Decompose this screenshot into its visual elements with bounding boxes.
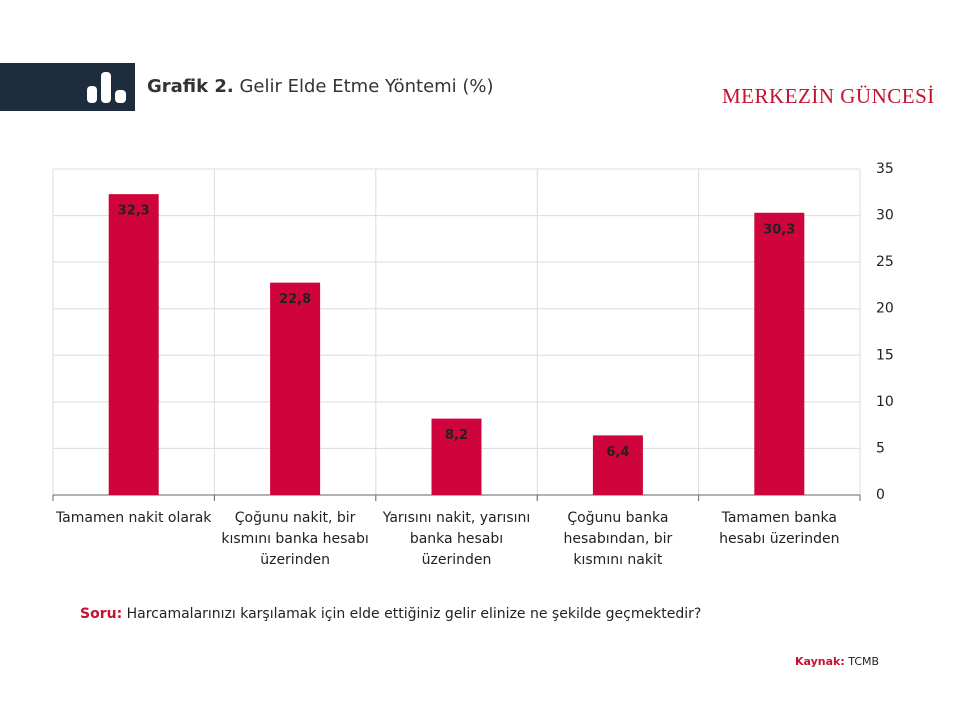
y-tick-label: 20 <box>876 301 894 317</box>
x-tick-label: Çoğunu banka hesabından, bir kısmını nak… <box>563 510 673 568</box>
bar <box>431 418 482 495</box>
header-icon <box>87 72 126 103</box>
x-tick-label: Yarısını nakit, yarısını banka hesabı üz… <box>382 510 531 568</box>
source-text: TCMB <box>848 655 880 668</box>
data-label: 6,4 <box>606 445 629 460</box>
y-tick-label: 25 <box>876 254 894 270</box>
data-label: 32,3 <box>118 204 150 219</box>
title-label: Grafik 2. <box>147 76 234 97</box>
y-tick-label: 15 <box>876 347 894 363</box>
data-label: 22,8 <box>279 292 311 307</box>
y-tick-label: 30 <box>876 208 894 224</box>
question: Soru: Harcamalarınızı karşılamak için el… <box>80 606 701 622</box>
x-tick-label: Tamamen nakit olarak <box>55 510 212 526</box>
data-label: 8,2 <box>445 428 468 443</box>
y-tick-label: 0 <box>876 487 885 503</box>
source: Kaynak: TCMB <box>795 655 879 668</box>
brand: MERKEZİN GÜNCESİ <box>722 84 935 108</box>
question-label: Soru: <box>80 606 123 622</box>
source-label: Kaynak: <box>795 655 845 668</box>
bar <box>754 212 805 495</box>
y-tick-label: 35 <box>876 161 894 177</box>
x-tick-label: Çoğunu nakit, bir kısmını banka hesabı ü… <box>221 510 369 568</box>
y-tick-label: 5 <box>876 440 885 456</box>
chart-title: Grafik 2. Gelir Elde Etme Yöntemi (%) <box>147 76 494 97</box>
data-label: 30,3 <box>763 222 795 237</box>
y-tick-label: 10 <box>876 394 894 410</box>
bar <box>270 282 321 495</box>
title-text: Gelir Elde Etme Yöntemi (%) <box>239 76 494 97</box>
bar <box>592 435 643 495</box>
header-bar <box>0 63 135 111</box>
bar <box>108 194 159 496</box>
question-text: Harcamalarınızı karşılamak için elde ett… <box>126 606 702 622</box>
x-tick-label: Tamamen banka hesabı üzerinden <box>719 510 840 547</box>
